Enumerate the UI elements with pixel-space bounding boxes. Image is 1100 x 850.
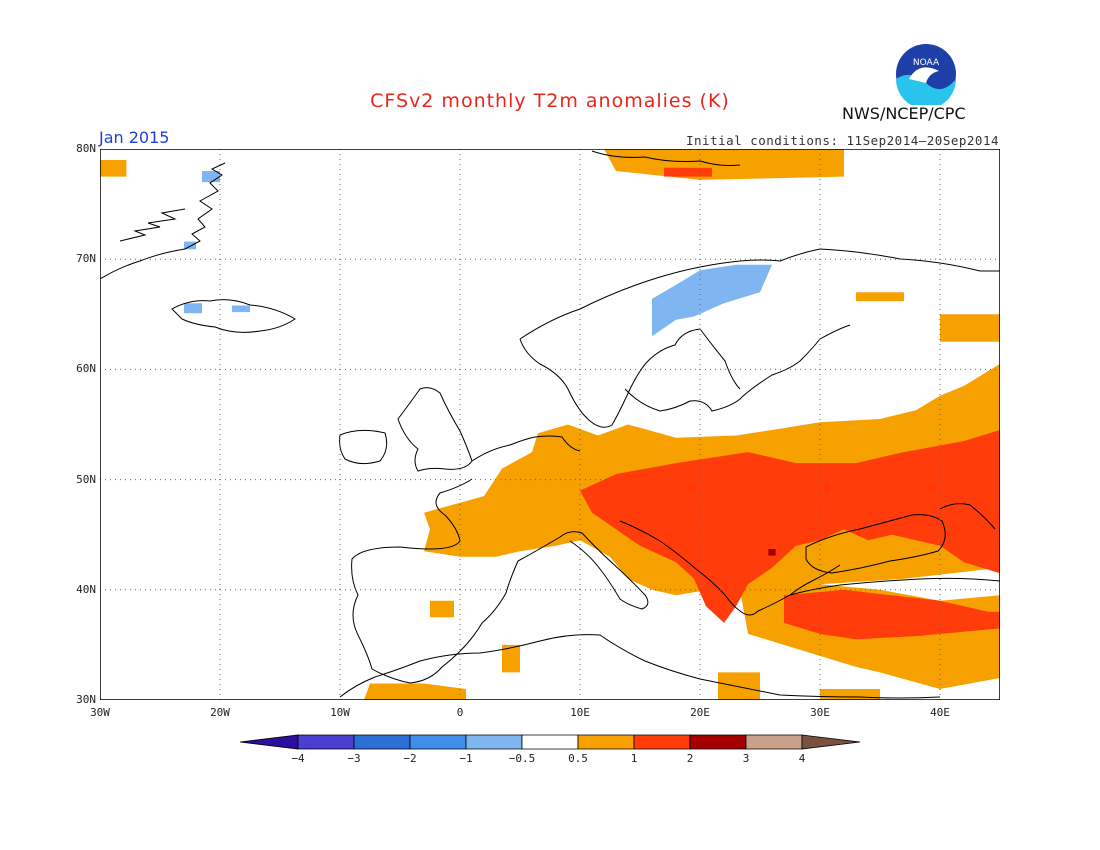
colorbar-segment	[633, 734, 691, 750]
lon-tick-label: 20E	[690, 706, 710, 719]
colorbar-tick-label: 3	[742, 752, 750, 765]
colorbar-tick-label: −1	[459, 752, 473, 765]
lat-tick-label: 80N	[76, 142, 96, 155]
lat-tick-label: 70N	[76, 252, 96, 266]
colorbar-segment	[689, 734, 747, 750]
lat-tick-label: 30N	[76, 693, 96, 706]
anomaly-region	[664, 167, 712, 177]
agency-label: NWS/NCEP/CPC	[842, 104, 966, 123]
anomaly-region	[100, 160, 127, 177]
colorbar-segment	[745, 734, 803, 750]
coastlines	[100, 150, 1000, 699]
logo-text: NOAA	[913, 58, 940, 68]
lon-tick-label: 30W	[90, 706, 110, 719]
lon-tick-label: 10E	[570, 706, 590, 719]
anomaly-region	[184, 303, 202, 314]
anomaly-region	[652, 264, 772, 337]
valid-month-label: Jan 2015	[99, 128, 170, 147]
colorbar-tick-label: −3	[347, 752, 361, 765]
anomaly-region	[768, 549, 776, 556]
lat-tick-label: 40N	[76, 582, 96, 596]
colorbar-segment	[577, 734, 635, 750]
colorbar-tick-label: −4	[291, 752, 305, 765]
initial-conditions-label: Initial conditions: 11Sep2014–20Sep2014	[686, 133, 999, 148]
colorbar-tick-label: 2	[686, 752, 694, 765]
lat-tick-label: 50N	[76, 472, 96, 486]
anomaly-region	[364, 683, 466, 700]
anomaly-region	[430, 600, 454, 618]
lat-lon-grid	[100, 149, 1000, 700]
colorbar-segment	[465, 734, 523, 750]
colorbar-tick-label: 1	[630, 752, 638, 765]
colorbar-segment	[353, 734, 411, 750]
anomaly-cells	[100, 149, 1000, 700]
colorbar-tick-label: −2	[403, 752, 417, 765]
colorbar-tick-label: −0.5	[508, 752, 536, 765]
anomaly-region	[232, 305, 250, 313]
chart-title: CFSv2 monthly T2m anomalies (K)	[370, 90, 730, 112]
colorbar-segment	[297, 734, 355, 750]
lon-tick-label: 10W	[330, 706, 350, 719]
lon-tick-label: 20W	[210, 706, 230, 719]
anomaly-region	[784, 589, 1000, 640]
colorbar-tick-label: 0.5	[568, 752, 588, 765]
lon-tick-label: 30E	[810, 706, 830, 719]
colorbar-segment	[240, 734, 299, 750]
colorbar-segment	[409, 734, 467, 750]
anomaly-map	[100, 149, 1000, 700]
lon-tick-label: 0	[456, 706, 464, 719]
colorbar-tick-label: 4	[798, 752, 806, 765]
anomaly-region	[718, 672, 760, 700]
lat-tick-label: 60N	[76, 362, 96, 376]
anomaly-region	[820, 689, 880, 700]
anomaly-region	[940, 314, 1000, 342]
colorbar-segment	[521, 734, 579, 750]
anomaly-region	[856, 292, 904, 302]
noaa-logo: NOAA	[896, 44, 956, 105]
lon-tick-label: 40E	[930, 706, 950, 719]
anomaly-region	[580, 430, 1000, 623]
anomaly-region	[502, 644, 520, 673]
colorbar-segment	[801, 734, 861, 750]
colorbar	[240, 734, 861, 750]
